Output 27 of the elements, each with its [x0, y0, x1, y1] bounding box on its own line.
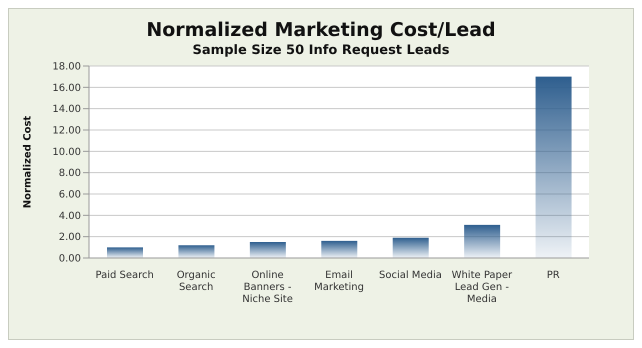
y-axis-title: Normalized Cost — [22, 116, 34, 208]
bar — [392, 238, 429, 258]
x-tick-label: Email Marketing — [314, 270, 364, 293]
y-tick-label: 4.00 — [58, 210, 81, 222]
x-tick-label: White Paper Lead Gen - Media — [452, 270, 514, 305]
y-tick-label: 10.00 — [52, 146, 81, 158]
bar — [321, 240, 358, 258]
y-tick-label: 12.00 — [52, 126, 81, 137]
chart-title: Normalized Marketing Cost/Lead — [145, 18, 497, 41]
bar — [178, 245, 214, 258]
x-tick-label: Online Banners - Niche Site — [242, 270, 293, 305]
chart-subtitle: Sample Size 50 Info Request Leads — [192, 43, 450, 58]
bar — [536, 76, 572, 258]
bar — [107, 247, 143, 258]
x-tick-label: Organic Search — [176, 270, 216, 293]
x-tick-label: Social Media — [378, 270, 442, 281]
y-tick-label: 18.00 — [52, 62, 81, 73]
x-tick-label: Paid Search — [96, 270, 154, 281]
bar — [464, 224, 500, 258]
y-tick-label: 6.00 — [58, 190, 81, 201]
y-tick-label: 14.00 — [52, 104, 81, 116]
y-tick-label: 0.00 — [58, 254, 81, 265]
bar — [250, 242, 286, 258]
y-tick-label: 16.00 — [52, 82, 81, 94]
x-tick-label: PR — [546, 270, 560, 281]
y-tick-label: 8.00 — [58, 168, 81, 180]
y-tick-label: 2.00 — [58, 232, 81, 244]
